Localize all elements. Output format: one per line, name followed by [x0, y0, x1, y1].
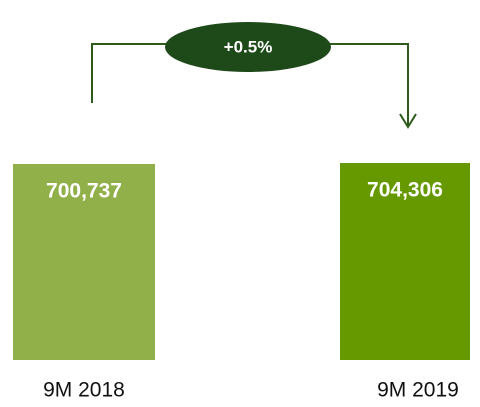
bar	[13, 163, 155, 360]
x-tick-label: 9M 2019	[377, 379, 459, 402]
x-tick-label: 9M 2018	[43, 379, 125, 402]
value-label: 700,737	[46, 180, 122, 203]
connector-left	[91, 43, 170, 103]
annotation: +0.5%	[224, 37, 273, 56]
change-connector	[91, 43, 417, 129]
bar	[340, 163, 470, 360]
annotation-badge	[165, 22, 331, 72]
arrow-head	[399, 113, 417, 129]
connector-right	[328, 43, 409, 126]
value-label: 704,306	[367, 179, 443, 202]
